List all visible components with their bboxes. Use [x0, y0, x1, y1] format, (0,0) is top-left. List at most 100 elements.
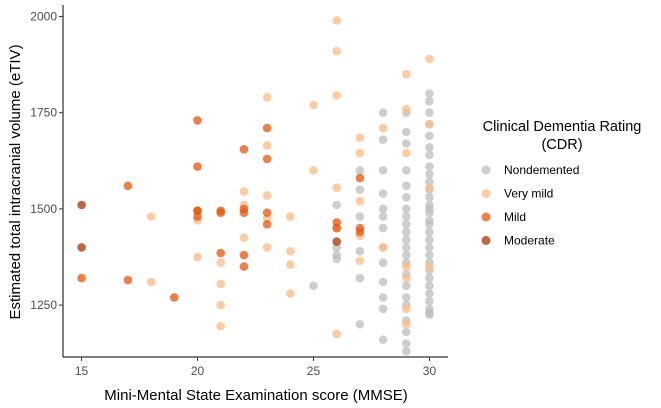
point-nondemented-36 — [402, 250, 411, 260]
point-very-mild-16 — [286, 212, 295, 221]
point-very-mild-25 — [332, 183, 342, 192]
point-nondemented-30 — [402, 204, 411, 214]
point-very-mild-7 — [216, 321, 225, 331]
point-mild-17 — [262, 123, 272, 133]
legend-key-nondemented — [481, 165, 491, 175]
x-axis-title: Mini-Mental State Examination score (MMS… — [104, 387, 407, 404]
x-tick-label-25: 25 — [307, 364, 321, 378]
point-nondemented-15 — [378, 204, 388, 214]
point-nondemented-51 — [425, 143, 434, 152]
point-very-mild-12 — [262, 141, 272, 150]
point-very-mild-24 — [332, 91, 342, 100]
point-very-mild-43 — [425, 120, 434, 129]
point-nondemented-7 — [355, 212, 365, 221]
point-very-mild-42 — [425, 54, 434, 64]
point-very-mild-8 — [239, 187, 249, 196]
point-very-mild-30 — [355, 196, 365, 206]
point-mild-18 — [262, 154, 272, 164]
point-very-mild-19 — [286, 289, 295, 298]
point-mild-22 — [332, 223, 342, 233]
y-tick-label-2000: 2000 — [30, 10, 57, 24]
point-mild-8 — [193, 212, 202, 221]
point-very-mild-0 — [146, 212, 156, 221]
point-nondemented-48 — [425, 108, 434, 117]
point-very-mild-17 — [286, 246, 295, 256]
point-very-mild-23 — [332, 46, 342, 56]
point-nondemented-65 — [425, 243, 434, 252]
point-mild-10 — [216, 208, 225, 217]
point-nondemented-34 — [402, 235, 411, 244]
point-very-mild-39 — [402, 273, 411, 283]
point-nondemented-70 — [425, 281, 434, 291]
point-nondemented-62 — [425, 220, 434, 229]
point-very-mild-1 — [146, 277, 156, 287]
point-nondemented-39 — [402, 281, 411, 291]
point-very-mild-45 — [425, 262, 434, 271]
point-very-mild-40 — [402, 304, 411, 314]
x-tick-label-20: 20 — [191, 364, 205, 378]
point-nondemented-44 — [402, 339, 411, 348]
point-very-mild-10 — [239, 233, 249, 242]
point-mild-3 — [170, 293, 179, 302]
point-very-mild-36 — [402, 104, 411, 114]
point-very-mild-37 — [402, 148, 411, 158]
point-mild-12 — [239, 145, 249, 154]
point-nondemented-72 — [425, 296, 434, 306]
legend-title-line2: (CDR) — [541, 137, 582, 153]
point-very-mild-35 — [402, 69, 411, 79]
point-very-mild-22 — [332, 16, 342, 25]
point-very-mild-13 — [262, 191, 272, 200]
point-nondemented-31 — [402, 212, 411, 221]
point-very-mild-44 — [425, 183, 434, 192]
legend-key-very-mild — [481, 189, 491, 198]
point-moderate-2 — [332, 237, 342, 246]
point-mild-25 — [355, 227, 365, 237]
point-very-mild-11 — [262, 93, 272, 102]
point-mild-23 — [355, 173, 365, 183]
legend-label-very-mild: Very mild — [504, 187, 553, 201]
point-nondemented-16 — [378, 212, 388, 221]
legend-key-moderate — [481, 236, 491, 245]
point-very-mild-28 — [355, 133, 365, 142]
point-nondemented-53 — [425, 162, 434, 171]
point-mild-20 — [262, 220, 272, 229]
point-nondemented-13 — [378, 166, 388, 175]
point-mild-0 — [77, 273, 86, 283]
y-ticks: 1250 1500 1750 2000 — [30, 10, 63, 312]
y-tick-label-1500: 1500 — [30, 202, 57, 216]
point-nondemented-10 — [355, 320, 365, 329]
point-very-mild-5 — [216, 279, 225, 289]
legend: Clinical Dementia Rating (CDR) Nondement… — [481, 119, 641, 248]
y-axis-title: Estimated total intracranial volume (eTI… — [7, 44, 24, 319]
point-nondemented-45 — [402, 346, 411, 356]
point-nondemented-71 — [425, 289, 434, 298]
point-nondemented-64 — [425, 235, 434, 244]
point-nondemented-57 — [425, 193, 434, 202]
y-tick-label-1750: 1750 — [30, 106, 57, 120]
point-nondemented-21 — [378, 293, 388, 302]
point-nondemented-43 — [402, 327, 411, 337]
point-nondemented-50 — [425, 131, 434, 141]
legend-label-nondemented: Nondemented — [504, 163, 579, 177]
point-nondemented-20 — [378, 277, 388, 287]
point-nondemented-14 — [378, 189, 388, 198]
point-nondemented-26 — [402, 139, 411, 148]
point-nondemented-47 — [425, 96, 434, 106]
point-moderate-1 — [77, 243, 86, 252]
point-very-mild-6 — [216, 300, 225, 310]
point-nondemented-52 — [425, 150, 434, 160]
point-very-mild-18 — [286, 260, 295, 270]
legend-label-mild: Mild — [504, 210, 526, 224]
point-nondemented-46 — [425, 89, 434, 98]
point-nondemented-54 — [425, 170, 434, 179]
point-nondemented-28 — [402, 181, 411, 191]
legend-label-moderate: Moderate — [504, 234, 555, 248]
x-ticks: 15 20 25 30 — [75, 357, 436, 378]
point-nondemented-35 — [402, 243, 411, 252]
point-mild-15 — [239, 250, 249, 260]
point-mild-2 — [123, 275, 133, 285]
legend-key-mild — [481, 212, 491, 222]
point-mild-1 — [123, 181, 133, 191]
point-nondemented-60 — [425, 208, 434, 217]
